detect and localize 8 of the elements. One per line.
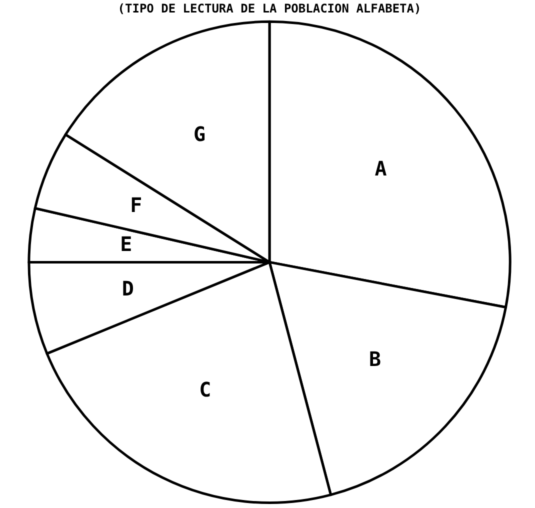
slice-label: E [120,232,132,256]
slice-label: A [374,156,387,180]
slice-label: B [369,346,382,371]
slice-label: D [122,276,134,300]
chart-title: (TIPO DE LECTURA DE LA POBLACION ALFABETA) [118,1,422,16]
slice-label: G [194,122,206,146]
slice-label: C [199,378,212,402]
slice-label: F [130,193,142,218]
